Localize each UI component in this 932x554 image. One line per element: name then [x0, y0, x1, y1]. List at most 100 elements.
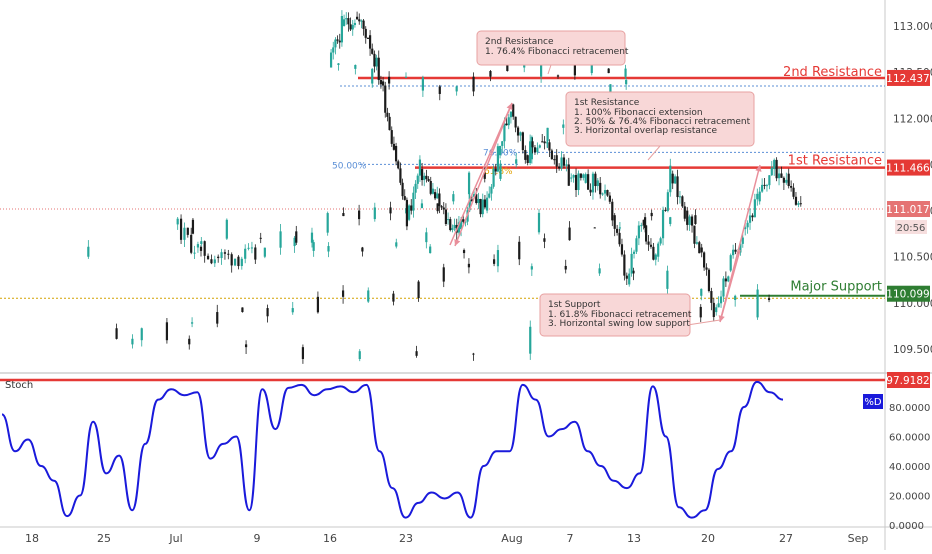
candle-body — [237, 256, 240, 267]
candle-body — [279, 231, 282, 248]
annotation-2nd-resistance-pointer — [547, 64, 552, 75]
candle-body — [613, 215, 616, 229]
candle-body — [467, 263, 471, 268]
candle-body — [773, 159, 776, 170]
annotation-2nd-resistance-line: 1. 76.4% Fibonacci retracement — [485, 47, 629, 57]
candle-body — [624, 68, 627, 77]
candle-body — [541, 141, 544, 143]
candle-body — [616, 228, 619, 233]
candle-body — [775, 159, 778, 179]
candle-body — [545, 142, 549, 144]
candle-body — [787, 173, 790, 187]
candle-body — [440, 206, 443, 208]
stochastic-layer — [0, 378, 885, 519]
candle-body — [295, 231, 298, 243]
candle-body — [724, 278, 727, 282]
candle-body — [388, 76, 391, 84]
candle-body — [492, 259, 496, 264]
candle-body — [719, 296, 723, 304]
annotation-1st-resistance-line: 1. 100% Fibonacci extension — [574, 108, 703, 118]
candle-body — [761, 184, 764, 192]
candle-body — [472, 76, 475, 92]
candle-body — [758, 191, 761, 202]
candle-body — [254, 247, 257, 260]
candle-body — [533, 147, 537, 153]
tag-2nd-resistance-bg — [887, 69, 930, 86]
tag-major-support-text: 110.099 — [886, 289, 929, 301]
candle-body — [358, 210, 361, 220]
candle-body — [492, 168, 495, 187]
candle-body — [560, 157, 563, 169]
tag-current-price-bg — [887, 201, 930, 218]
candle-body — [632, 270, 635, 274]
candle-body — [312, 242, 315, 251]
tag-stoch-ref-bg — [887, 372, 930, 388]
candle-body — [550, 150, 553, 160]
candle-body — [598, 268, 601, 274]
candle-body — [425, 232, 428, 243]
candle-body — [650, 212, 653, 217]
candle-body — [666, 270, 669, 289]
candle-body — [418, 159, 422, 176]
candle-body — [536, 147, 539, 153]
candle-body — [165, 322, 169, 341]
stoch-tick-label: 60.0000 — [889, 433, 930, 444]
candle-body — [501, 141, 504, 146]
y-tick-label: 109.500 — [893, 344, 932, 356]
candle-body — [587, 174, 590, 190]
candle-body — [582, 174, 585, 178]
candle-body — [438, 193, 441, 207]
x-tick-label: 20 — [701, 532, 715, 545]
stoch-legend-text: %D — [864, 397, 882, 408]
candle-body — [449, 219, 452, 231]
candle-body — [599, 182, 602, 195]
candle-body — [543, 141, 546, 144]
tag-1st-resistance-bg — [887, 159, 930, 176]
candle-body — [628, 273, 631, 285]
candle-body — [436, 203, 439, 212]
candle-body — [568, 227, 571, 241]
candle-body — [345, 18, 348, 20]
candle-body — [338, 40, 341, 43]
candle-body — [421, 77, 424, 91]
candle-body — [225, 219, 228, 239]
tag-current-price-text: 111.017 — [886, 204, 929, 216]
stoch-legend-bg — [863, 394, 883, 409]
candle-body — [355, 16, 359, 20]
candle-body — [572, 175, 575, 178]
candle-body — [666, 192, 669, 211]
candle-body — [361, 247, 364, 252]
candle-body — [681, 196, 684, 207]
annotation-1st-resistance-title: 1st Resistance — [574, 98, 640, 108]
candle-body — [630, 253, 633, 274]
candle-body — [442, 207, 445, 210]
annotation-1st-support-box — [539, 293, 691, 337]
candle-body — [403, 196, 406, 200]
candle-body — [332, 47, 335, 53]
candle-body — [674, 176, 677, 184]
candle-body — [210, 259, 213, 264]
candle-body — [693, 225, 696, 244]
candle-body — [744, 227, 747, 230]
annotation-1st-support-line: 3. Horizontal swing low support — [548, 319, 690, 329]
candle-body — [342, 19, 346, 26]
candle-body — [712, 302, 715, 318]
y-tick-label: 110.500 — [893, 252, 932, 264]
annotation-1st-support-title: 1st Support — [548, 300, 601, 310]
x-tick-label: 16 — [323, 532, 337, 545]
candle-body — [707, 269, 711, 292]
candle-body — [686, 210, 689, 225]
candle-body — [753, 199, 756, 218]
candle-body — [373, 53, 376, 67]
candle-body — [415, 351, 418, 356]
axes-layer: 1825Jul91623Aug7132027Sep113.000112.5001… — [5, 21, 932, 545]
candle-body — [412, 192, 415, 211]
candle-body — [427, 178, 430, 181]
candle-body — [223, 252, 227, 254]
x-tick-label: 23 — [399, 532, 413, 545]
level-1st-resistance-label: 1st Resistance — [788, 154, 882, 169]
tag-stoch-ref-text: 97.9182 — [886, 375, 929, 387]
